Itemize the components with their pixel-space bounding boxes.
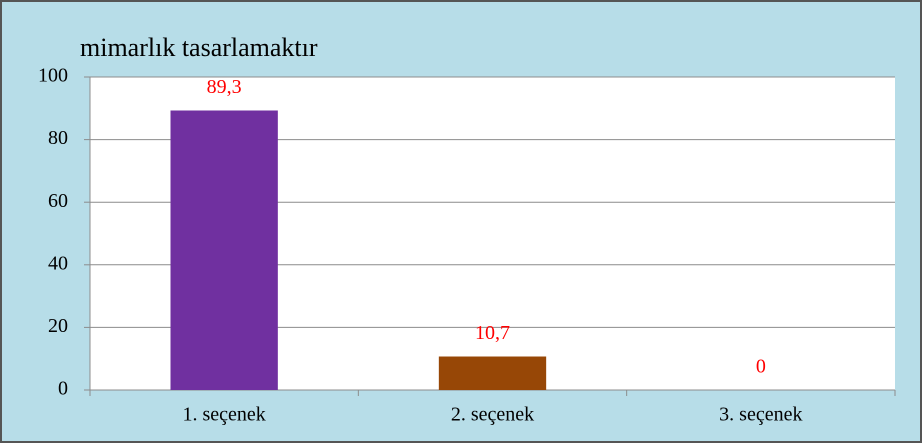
chart-title: mimarlık tasarlamaktır bbox=[80, 33, 318, 62]
y-tick-label: 40 bbox=[48, 252, 68, 274]
y-tick-label: 60 bbox=[48, 190, 68, 212]
y-tick-label: 20 bbox=[48, 315, 68, 337]
bar bbox=[170, 110, 278, 390]
y-tick-label: 80 bbox=[48, 127, 68, 149]
data-label: 89,3 bbox=[207, 76, 242, 98]
y-tick-label: 0 bbox=[58, 378, 68, 400]
y-tick-label: 100 bbox=[38, 65, 68, 87]
x-tick-label: 2. seçenek bbox=[451, 404, 534, 426]
x-tick-label: 1. seçenek bbox=[183, 404, 266, 426]
data-label: 10,7 bbox=[475, 322, 510, 344]
bar bbox=[438, 356, 547, 390]
data-label: 0 bbox=[756, 356, 766, 378]
x-tick-label: 3. seçenek bbox=[719, 404, 802, 426]
